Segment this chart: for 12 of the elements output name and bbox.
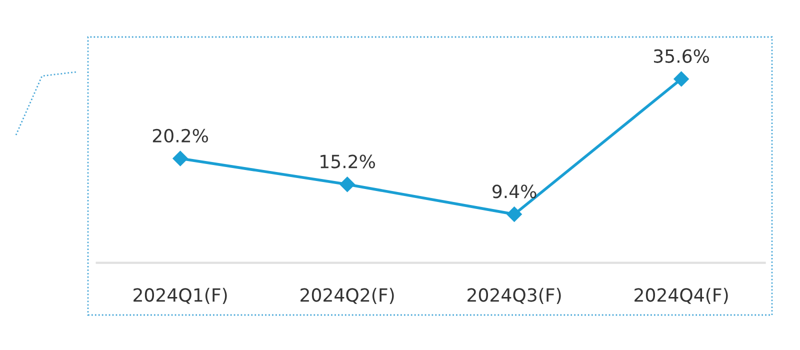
x-tick-label: 2024Q4(F) bbox=[634, 288, 728, 304]
point bbox=[340, 176, 355, 192]
x-tick-label: 2024Q2(F) bbox=[300, 288, 394, 304]
x-tick-label: 2024Q3(F) bbox=[468, 288, 561, 304]
point bbox=[674, 71, 689, 87]
point bbox=[506, 206, 522, 222]
data-label: 15.2% bbox=[320, 154, 375, 168]
data-label: 20.2% bbox=[152, 128, 208, 143]
data-label: 35.6% bbox=[654, 49, 709, 63]
data-label: 9.4% bbox=[492, 184, 536, 198]
x-tick-label: 2024Q1(F) bbox=[134, 288, 227, 304]
point bbox=[172, 150, 188, 166]
